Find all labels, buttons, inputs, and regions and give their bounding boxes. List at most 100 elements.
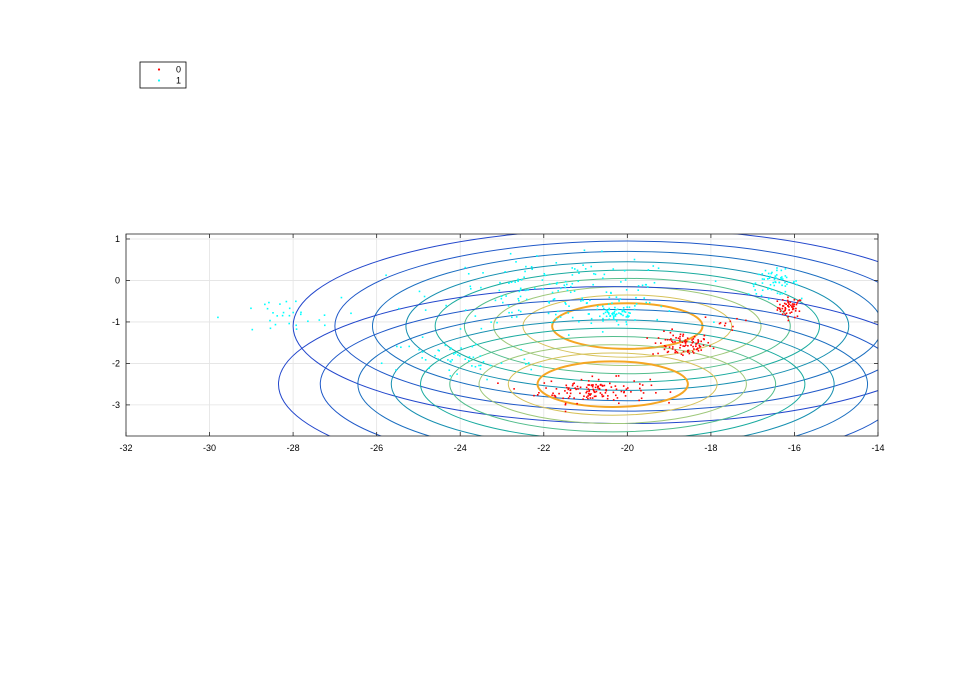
contour-ring-1-7 [319,298,878,436]
series-1-point [397,307,400,310]
series-1-point [633,308,636,311]
series-0-point [782,305,784,307]
series-1-point [559,316,562,318]
series-1-point [800,297,803,300]
series-1-point [437,358,439,360]
x-tick-label: -28 [287,443,300,453]
series-1-point [499,281,501,284]
series-0-point [668,401,670,404]
series-1-point [763,278,765,281]
series-1-point [602,320,604,322]
series-1-point [608,308,611,311]
series-0-point [789,301,792,304]
series-1-point [774,275,777,277]
series-0-point [669,331,672,334]
x-axis-tick-labels: -32 -30 -28 -26 -24 -22 -20 -18 -16 -14 [119,443,884,453]
series-1-point [288,307,291,310]
series-0-point [615,388,618,391]
series-1-point [576,269,579,272]
series-0-point [697,341,699,343]
series-1-point [550,321,553,324]
contour-ring-1-8 [278,286,878,436]
series-1-point [761,278,764,280]
series-0-point [603,384,606,387]
contour-ring-0-5 [405,261,850,391]
series-0-point [779,310,782,313]
series-0-point [672,334,674,337]
series-0-point [788,309,790,311]
series-0-point [612,391,615,394]
series-0-point [573,382,575,385]
series-1-point [621,309,624,311]
series-0-point [558,392,560,395]
series-0-point [574,387,576,389]
series-0-point [664,338,667,341]
series-0-point [583,395,585,398]
series-1-point [472,356,475,359]
series-0-point [707,341,710,344]
series-0-point [691,339,693,341]
series-1-point [519,289,522,291]
series-0-point [786,299,789,302]
series-1-point [445,304,447,307]
series-0-point [783,310,785,313]
series-0-point [679,338,681,340]
series-1-point [612,316,615,319]
series-0-point [569,392,572,395]
series-0-point [591,375,594,378]
series-0-point [663,330,665,333]
series-1-point [557,310,559,313]
series-1-point [610,291,612,294]
series-0-point [674,351,676,354]
series-1-point [520,348,523,351]
series-0-point [679,333,682,336]
series-1-point [620,313,623,316]
contour-ring-0-7 [334,240,878,412]
contour-ring-1-0 [536,360,689,408]
series-1-point [643,297,646,299]
series-0-point [666,338,669,341]
series-1-point [524,270,526,273]
series-0-point [550,380,553,383]
series-0-point [692,340,694,343]
series-1-point [467,272,470,275]
series-0-point [606,397,609,400]
series-0-point [579,392,581,395]
series-1-point [634,305,636,307]
series-1-point [458,355,461,357]
contour-ring-1-6 [357,309,868,436]
series-0-point [545,387,547,389]
series-1-point [752,285,755,288]
series-0-point [692,352,695,354]
series-1-point [773,278,776,281]
series-0-point [683,340,686,343]
series-0-point [789,312,791,314]
series-1-point [601,331,604,333]
series-0-point [642,392,645,394]
series-1-point [563,284,566,287]
series-1-point [525,265,527,268]
series-0-point [682,350,685,353]
series-1-point [582,264,584,266]
series-0-point [601,384,604,387]
series-1-point [464,309,467,311]
series-0-point [618,402,620,405]
series-1-point [611,302,613,304]
series-1-point [584,268,587,270]
series-0-point [687,349,690,352]
series-0-point [582,398,584,400]
series-0-point [576,385,579,388]
series-1-point [618,312,620,314]
series-1-point [519,295,522,298]
series-1-point [518,290,521,293]
series-0-point [778,307,781,309]
series-1-point [464,358,467,361]
series-1-point [590,322,593,325]
series-0-point [684,341,687,344]
series-0-point [671,340,673,342]
series-0-point [686,349,689,352]
series-1-point [761,289,764,292]
series-1-point [623,310,626,313]
series-1-point [614,315,617,317]
series-0-point [597,387,599,389]
